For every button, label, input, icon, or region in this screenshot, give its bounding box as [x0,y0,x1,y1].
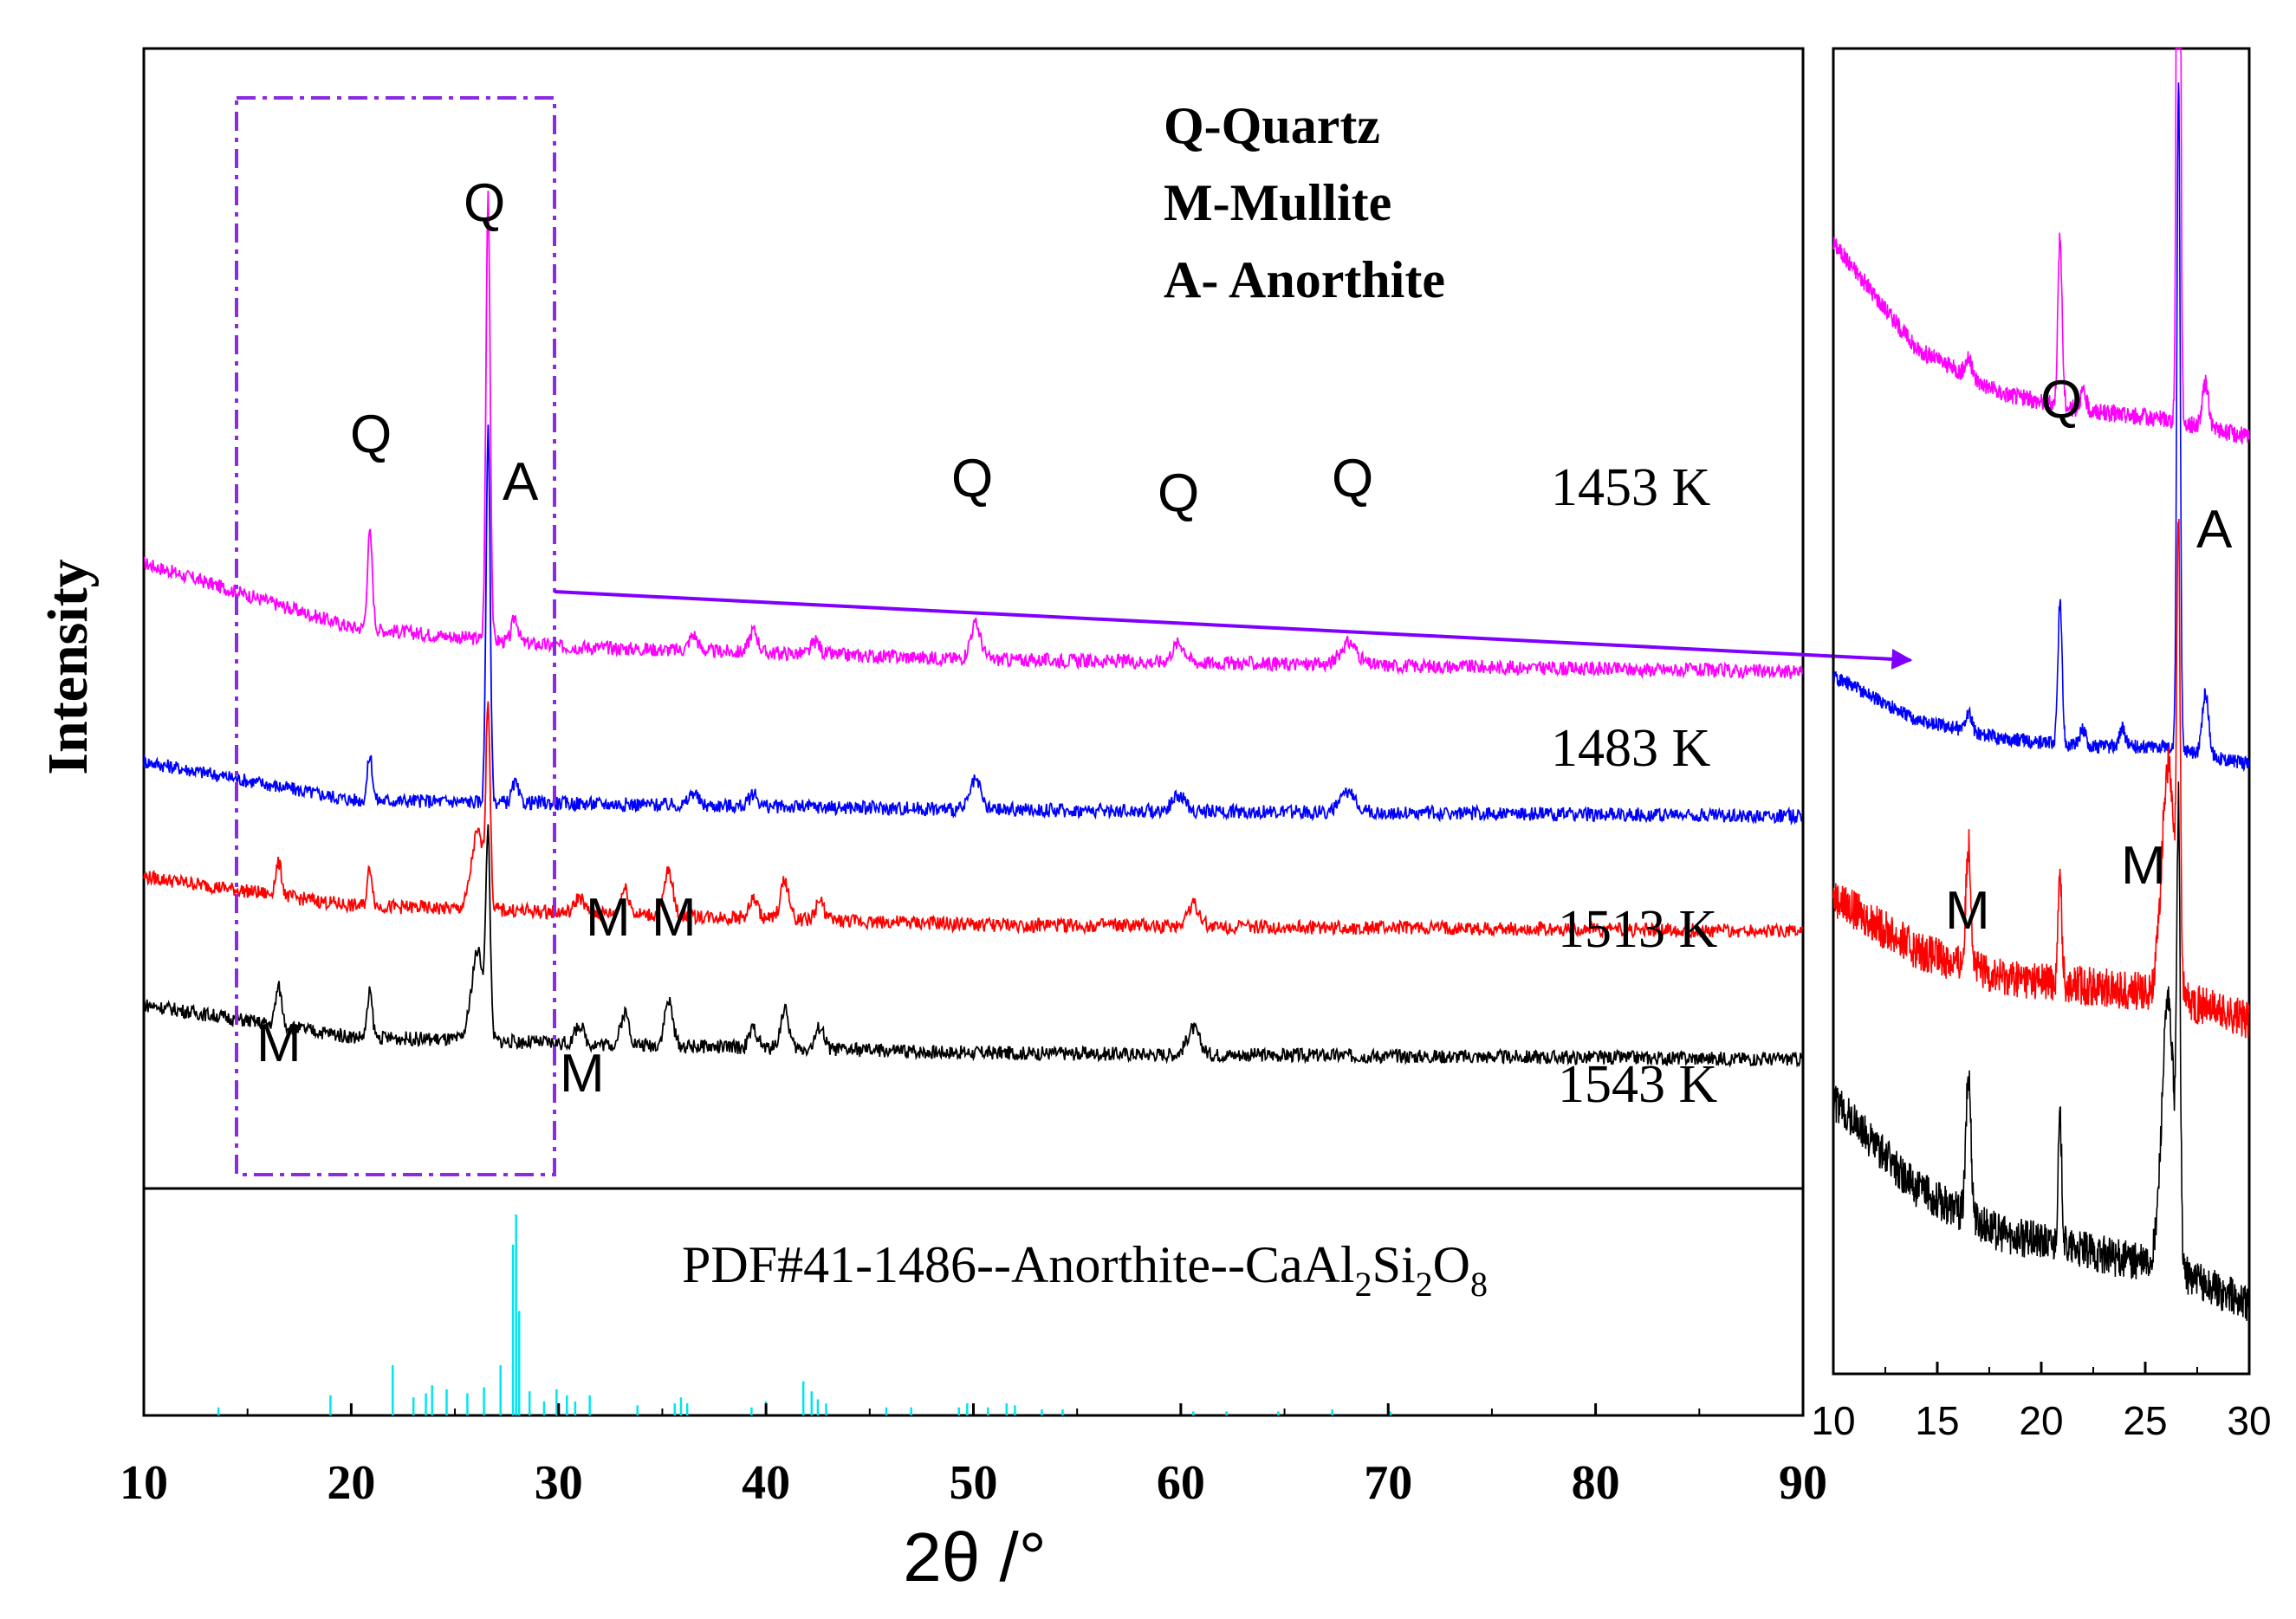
inset-tick-label: 15 [1915,1398,1959,1443]
x-tick-label: 30 [535,1456,583,1510]
reference-bars-group [217,1214,1391,1415]
x-tick-label: 90 [1779,1456,1827,1510]
peak-label-q-26: Q [464,173,505,233]
x-tick-label: 50 [950,1456,998,1510]
inset-label-a: A [2196,500,2233,560]
legend-quartz: Q-Quartz [1164,97,1380,154]
peak-label-q-60: Q [1158,463,1199,523]
zoom-region-box [235,96,556,1176]
inset-tick-label: 30 [2227,1398,2271,1443]
legend-anorthite: A- Anorthite [1164,251,1445,308]
x-tick-label: 40 [742,1456,790,1510]
inset-label-q: Q [2040,370,2082,430]
x-tick-label: 70 [1364,1456,1412,1510]
main-series-group [143,191,1803,1068]
inset-series-line-2 [1832,518,2250,1039]
peak-label-m-31: M [586,888,631,948]
series-label-1483: 1483 K [1551,719,1711,778]
y-axis-title: Intensity [36,559,100,774]
peak-label-m-30: M [560,1044,605,1104]
inset-series-line-3 [1832,781,2250,1321]
series-line-1543k [143,824,1803,1068]
inset-tick-label: 20 [2019,1398,2063,1443]
peak-label-m-16: M [256,1013,302,1073]
inset-series-group [1832,48,2250,1321]
peak-label-m-35: M [652,888,697,948]
inset-label-m-26: M [2121,836,2166,896]
series-line-1483k [143,424,1803,826]
inset-x-ticks: 10 15 20 25 30 [1811,1362,2272,1443]
inset-tick-label: 25 [2123,1398,2167,1443]
series-label-1513: 1513 K [1558,900,1718,959]
peak-label-q-68: Q [1332,449,1373,508]
reference-title: PDF#41-1486--Anorthite--CaAl2Si2O8 [682,1236,1488,1304]
x-axis-title: 2θ /° [903,1519,1046,1596]
series-label-1543: 1543 K [1558,1055,1718,1114]
series-line-1513k [143,701,1803,940]
zoom-arrow [554,590,1913,670]
inset-series-line-1 [1832,82,2250,773]
series-label-1453: 1453 K [1551,458,1711,517]
x-tick-label: 60 [1157,1456,1205,1510]
series-line-1453k [143,191,1803,680]
x-tick-label: 20 [327,1456,375,1510]
legend-mullite: M-Mullite [1164,174,1391,231]
x-tick-label: 10 [120,1456,168,1510]
inset-tick-label: 10 [1811,1398,1855,1443]
x-tick-label: 80 [1572,1456,1620,1510]
peak-label-q-50: Q [951,449,993,508]
main-x-ticks: 10 20 30 40 50 60 70 80 90 [120,1403,1827,1510]
peak-label-a-28: A [503,452,539,512]
peak-label-q-21: Q [350,405,392,464]
inset-series-line-0 [1832,48,2250,444]
inset-label-m-16: M [1945,881,1990,941]
